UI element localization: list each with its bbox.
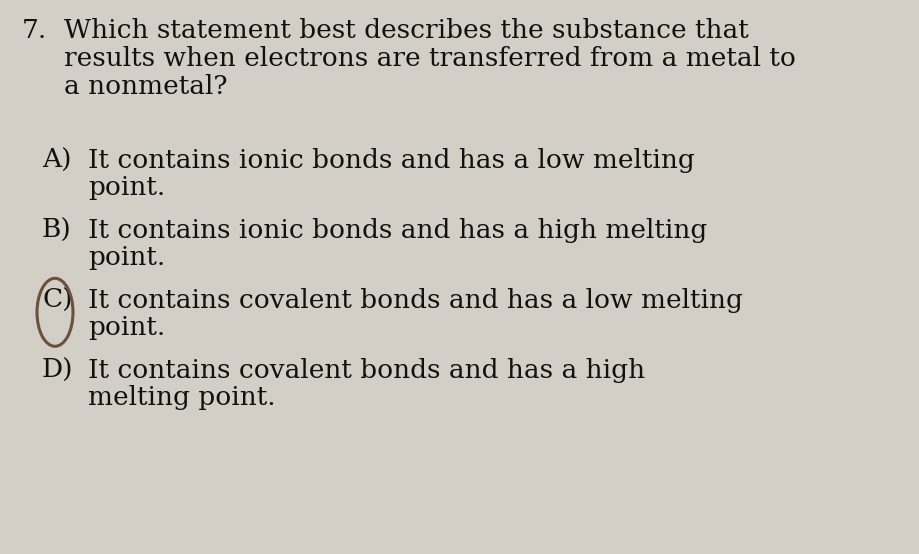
Text: B): B) xyxy=(42,218,72,243)
Text: It contains covalent bonds and has a high: It contains covalent bonds and has a hig… xyxy=(88,358,645,383)
Text: point.: point. xyxy=(88,315,165,340)
Text: Which statement best describes the substance that: Which statement best describes the subst… xyxy=(64,18,749,43)
Text: 7.: 7. xyxy=(22,18,47,43)
Text: It contains covalent bonds and has a low melting: It contains covalent bonds and has a low… xyxy=(88,288,743,313)
Text: melting point.: melting point. xyxy=(88,385,276,410)
Text: It contains ionic bonds and has a low melting: It contains ionic bonds and has a low me… xyxy=(88,148,695,173)
Text: A): A) xyxy=(42,148,72,173)
Text: results when electrons are transferred from a metal to: results when electrons are transferred f… xyxy=(64,46,796,71)
Text: C): C) xyxy=(42,288,73,313)
Text: point.: point. xyxy=(88,245,165,270)
Text: It contains ionic bonds and has a high melting: It contains ionic bonds and has a high m… xyxy=(88,218,708,243)
Text: D): D) xyxy=(42,358,74,383)
Text: point.: point. xyxy=(88,175,165,200)
Text: a nonmetal?: a nonmetal? xyxy=(64,74,228,99)
